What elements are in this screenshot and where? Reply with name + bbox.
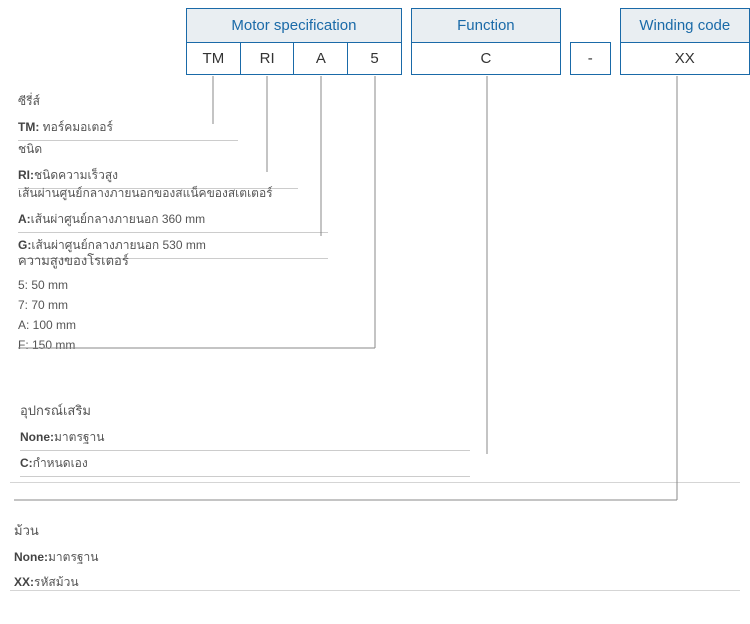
group-rotor-h-line-2: A: 100 mm [18, 315, 378, 335]
cell-sep-3 [610, 43, 620, 75]
group-stator-od: เส้นผ่านศูนย์กลางภายนอกของสแน็คของสเตเตอ… [18, 184, 328, 259]
group-type: ชนิด RI:ชนิดความเร็วสูง [18, 140, 298, 189]
hdr-sep-2 [561, 9, 571, 43]
group-accessory-title: อุปกรณ์เสริม [20, 400, 470, 421]
cell-dash: - [570, 43, 610, 75]
group-stator-od-line-0: A:เส้นผ่าศูนย์กลางภายนอก 360 mm [18, 207, 328, 233]
header-row-labels: Motor specification Function Winding cod… [187, 9, 750, 43]
group-rotor-h-line-1: 7: 70 mm [18, 295, 378, 315]
cell-xx: XX [620, 43, 749, 75]
group-winding-line-1: XX:รหัสม้วน [14, 570, 734, 595]
group-rotor-h: ความสูงของโรเตอร์ 5: 50 mm 7: 70 mm A: 1… [18, 250, 378, 355]
hdr-function: Function [411, 9, 560, 43]
group-rotor-h-line-3: F: 150 mm [18, 335, 378, 355]
diagram-container: Motor specification Function Winding cod… [0, 0, 750, 624]
group-winding: ม้วน None:มาตรฐาน XX:รหัสม้วน [14, 520, 734, 595]
cell-sep-1 [401, 43, 411, 75]
group-type-title: ชนิด [18, 140, 298, 159]
header-table: Motor specification Function Winding cod… [186, 8, 750, 75]
group-accessory-line-1: C:กำหนดเอง [20, 451, 470, 477]
cell-5: 5 [348, 43, 402, 75]
cell-sep-2 [561, 43, 571, 75]
hdr-dash-blank [570, 9, 610, 43]
group-accessory: อุปกรณ์เสริม None:มาตรฐาน C:กำหนดเอง [20, 400, 470, 477]
group-stator-od-title: เส้นผ่านศูนย์กลางภายนอกของสแน็คของสเตเตอ… [18, 184, 328, 203]
cell-c: C [411, 43, 560, 75]
cell-ri: RI [240, 43, 294, 75]
rule-2 [10, 590, 740, 591]
group-accessory-line-0: None:มาตรฐาน [20, 425, 470, 451]
group-series-line-0: TM: ทอร์คมอเตอร์ [18, 115, 238, 141]
group-series: ซีรี่ส์ TM: ทอร์คมอเตอร์ [18, 92, 238, 141]
group-series-title: ซีรี่ส์ [18, 92, 238, 111]
group-rotor-h-title: ความสูงของโรเตอร์ [18, 250, 378, 271]
hdr-motor-spec: Motor specification [187, 9, 402, 43]
hdr-winding: Winding code [620, 9, 749, 43]
hdr-sep-1 [401, 9, 411, 43]
hdr-sep-3 [610, 9, 620, 43]
cell-tm: TM [187, 43, 241, 75]
group-rotor-h-line-0: 5: 50 mm [18, 275, 378, 295]
group-winding-line-0: None:มาตรฐาน [14, 545, 734, 570]
rule-1 [10, 482, 740, 483]
group-winding-title: ม้วน [14, 520, 734, 541]
cell-a: A [294, 43, 348, 75]
header-row-values: TM RI A 5 C - XX [187, 43, 750, 75]
